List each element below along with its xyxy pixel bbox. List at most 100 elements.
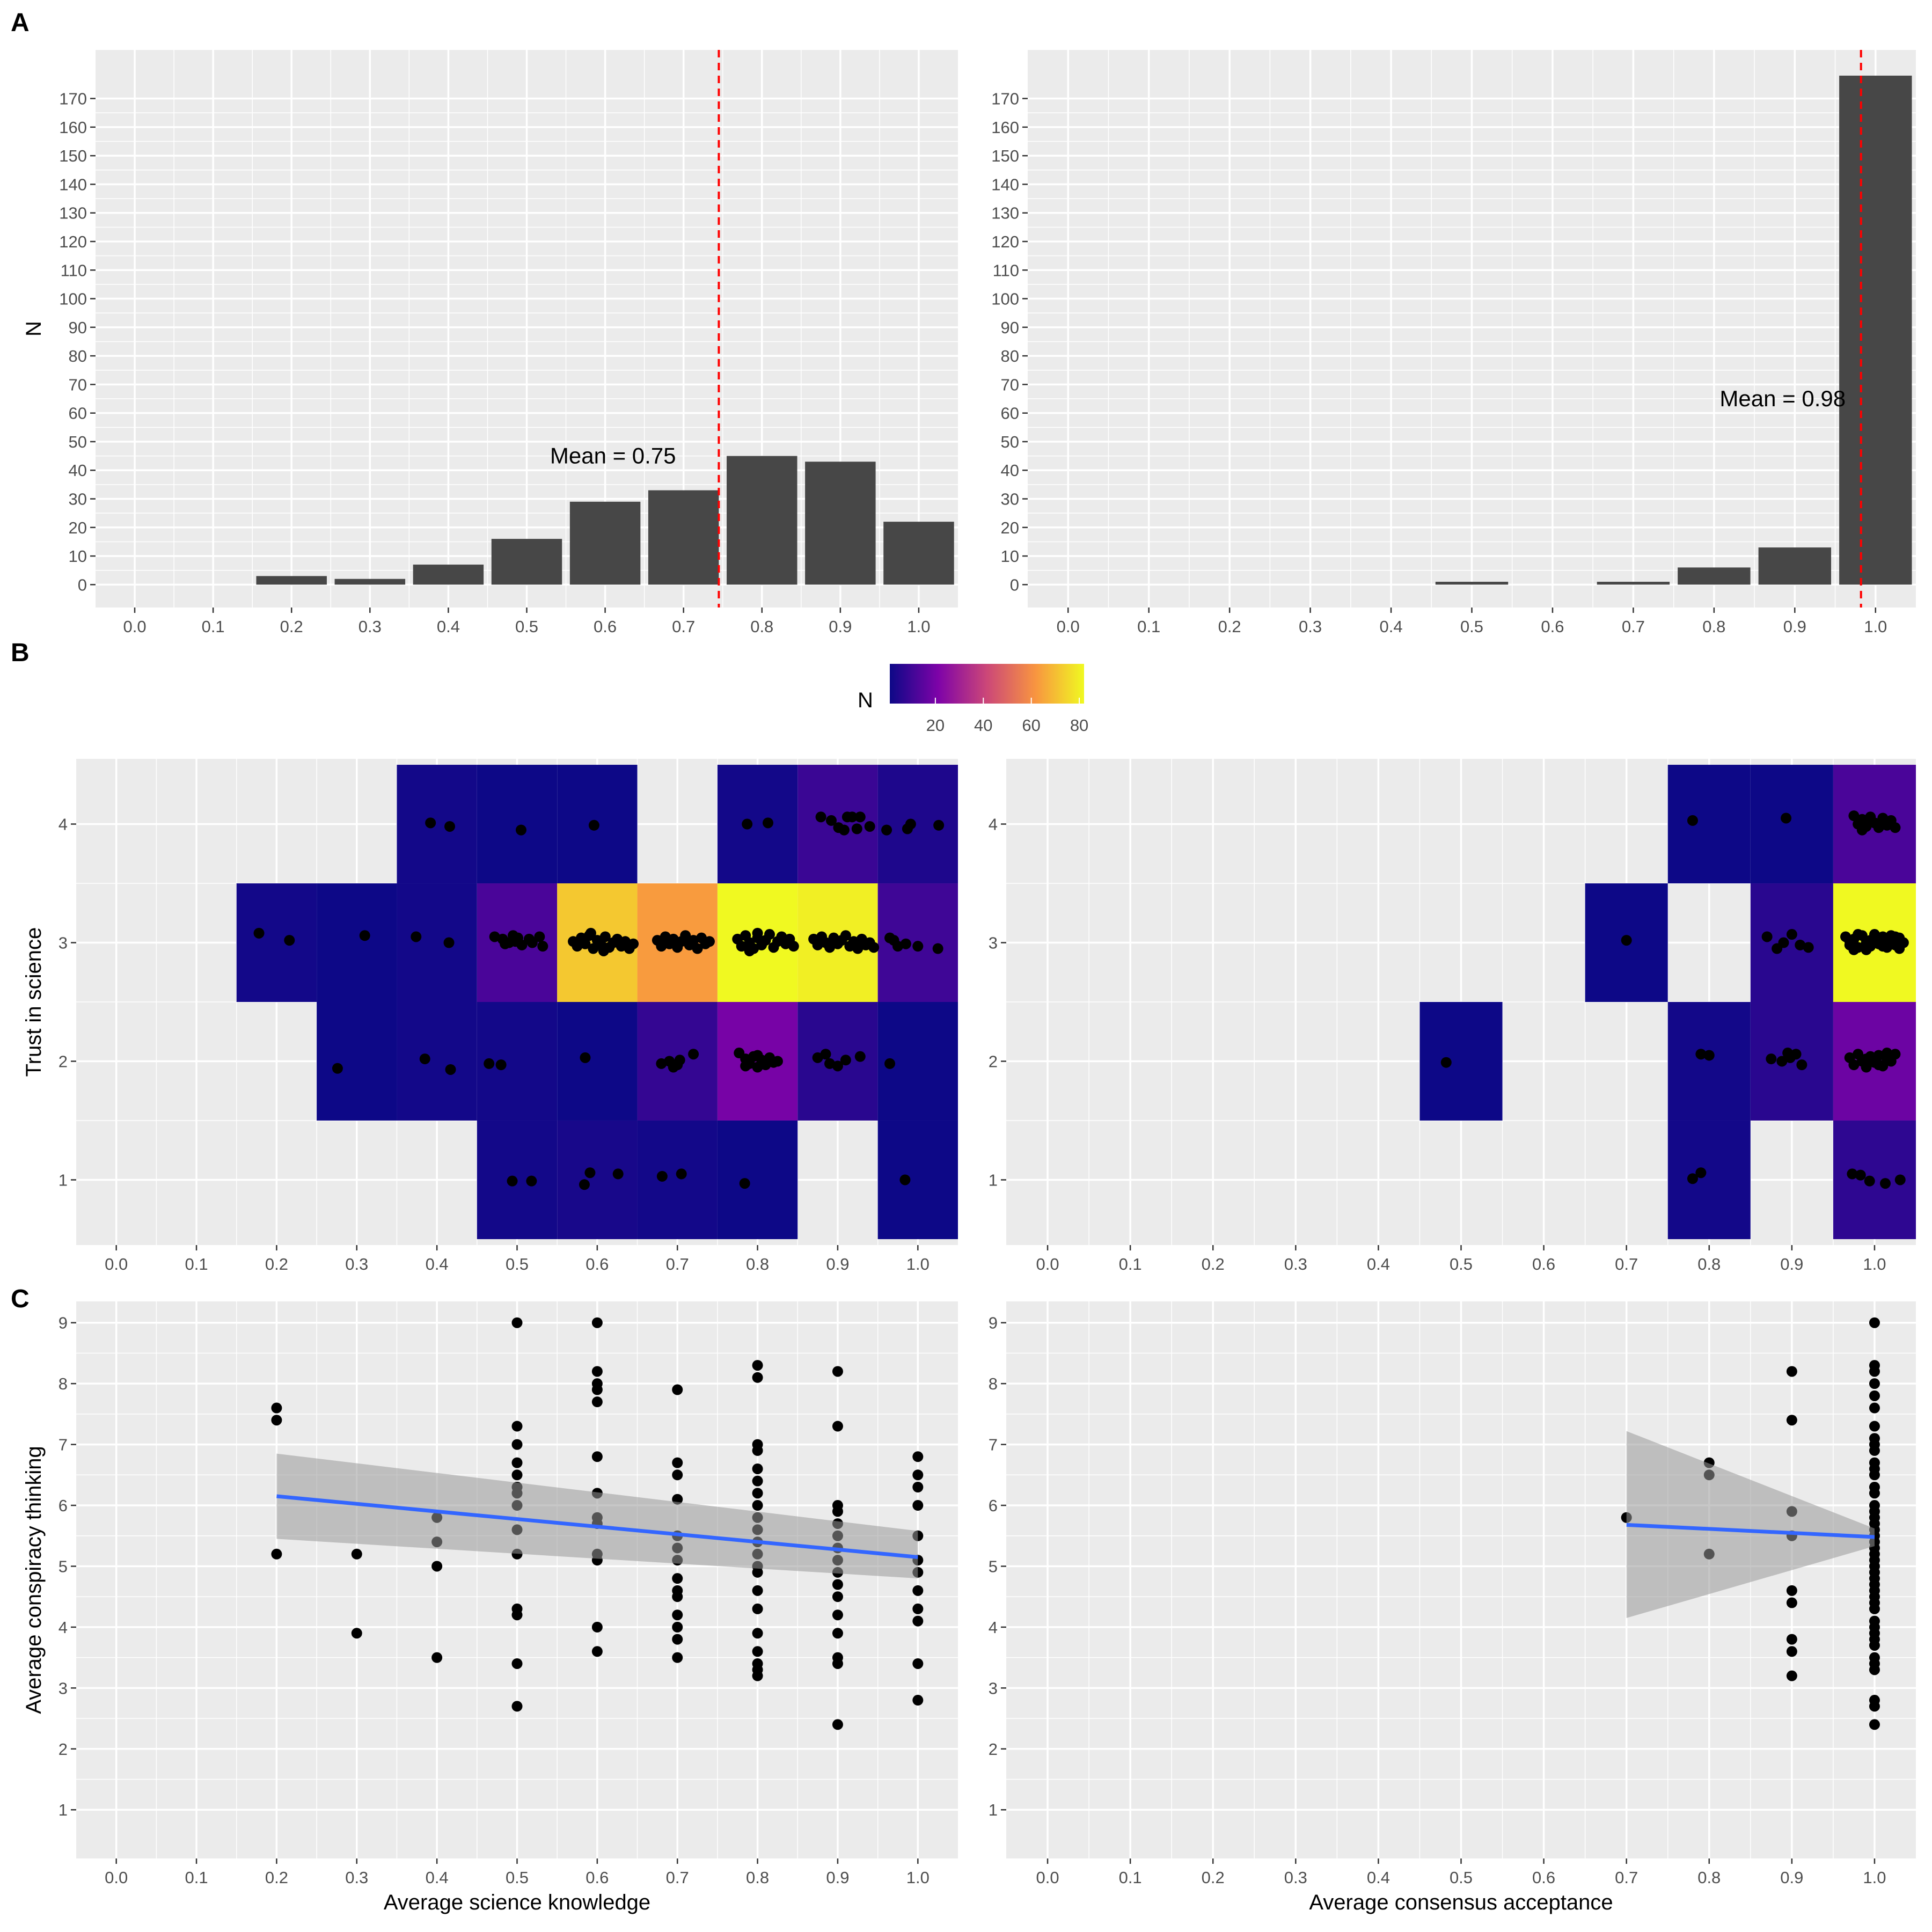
y-tick-label: 4: [989, 815, 998, 834]
y-tick-label: 3: [989, 934, 998, 953]
bar: [256, 576, 327, 585]
jitter-point: [1687, 815, 1698, 826]
jitter-point: [1776, 1056, 1788, 1067]
scatter-point: [1869, 1488, 1880, 1499]
jitter-point: [1856, 824, 1868, 836]
jitter-point: [445, 1064, 456, 1075]
x-tick-label: 0.5: [506, 1868, 529, 1887]
y-tick-label: 20: [1001, 518, 1019, 537]
scatter-point: [912, 1658, 924, 1669]
jitter-point: [744, 945, 755, 956]
y-tick-label: 110: [61, 261, 87, 280]
jitter-point: [507, 1175, 518, 1187]
y-tick-label: 1: [58, 1170, 68, 1189]
jitter-point: [1803, 942, 1814, 953]
confidence-band: [276, 1453, 918, 1579]
jitter-point: [537, 941, 548, 952]
chart-consensus-histogram: 0.0 0.1 0.2 0.3 0.4 0.5 0.6 0.7 0.8 0.9 1.0 0 10 20 30…: [991, 50, 1916, 636]
y-tick-label: 130: [59, 204, 87, 223]
x-tick-label: 0.4: [1367, 1868, 1390, 1887]
jitter-point: [1848, 1059, 1860, 1071]
scatter-point: [912, 1695, 924, 1706]
scatter-point: [591, 1646, 603, 1657]
jitter-point: [1861, 944, 1872, 955]
x-tick-label: 0.8: [746, 1255, 769, 1274]
jitter-point: [419, 1053, 430, 1065]
colorbar-legend: N 20 40 60 80: [858, 664, 1088, 735]
jitter-point: [838, 824, 850, 836]
jitter-point: [1861, 1053, 1872, 1065]
x-tick-label: 0.1: [185, 1255, 208, 1274]
mean-annotation: Mean = 0.98: [1719, 386, 1846, 411]
jitter-point: [668, 1062, 679, 1073]
y-tick-label: 30: [1001, 490, 1019, 509]
bar: [1435, 582, 1509, 585]
regression-line: [276, 1494, 918, 1559]
y-tick-label: 150: [991, 147, 1019, 165]
scatter-point: [832, 1506, 843, 1517]
scatter-point: [591, 1317, 603, 1328]
jitter-point: [752, 927, 763, 939]
bar: [648, 490, 719, 585]
bar: [1839, 75, 1912, 585]
x-tick-label: 0.4: [426, 1868, 449, 1887]
colorbar-tick-label: 60: [1022, 716, 1040, 735]
scatter-point: [832, 1421, 843, 1432]
mean-annotation: Mean = 0.75: [550, 443, 676, 469]
chart-consensus-trust-heatmap: 0.0 0.1 0.2 0.3 0.4 0.5 0.6 0.7 0.8 0.9 1.0 1 2 3 4: [989, 759, 1916, 1274]
x-tick-label: 0.1: [1137, 617, 1160, 636]
heatmap-cell: [236, 883, 317, 1002]
heatmap-cell: [477, 765, 558, 884]
bar: [805, 462, 876, 585]
y-axis-title: Average conspiracy thinking: [22, 1446, 46, 1714]
scatter-point: [1869, 1664, 1880, 1675]
y-tick-label: 40: [1001, 461, 1019, 480]
jitter-point: [1703, 1050, 1715, 1061]
jitter-point: [1894, 943, 1905, 954]
x-tick-label: 1.0: [906, 1255, 930, 1274]
heatmap-cell: [1667, 1002, 1751, 1121]
scatter-point: [511, 1457, 523, 1468]
scatter-point: [511, 1469, 523, 1481]
heatmap-cell: [397, 1002, 477, 1121]
scatter-point: [1869, 1640, 1880, 1651]
y-tick-label: 110: [993, 261, 1019, 280]
jitter-point: [840, 930, 851, 941]
scatter-point: [351, 1548, 362, 1560]
x-tick-label: 0.4: [437, 617, 460, 636]
x-tick-label: 0.2: [1202, 1255, 1225, 1274]
jitter-point: [740, 1060, 751, 1072]
jitter-point: [1766, 1053, 1777, 1065]
jitter-point: [588, 943, 599, 954]
scatter-point: [832, 1366, 843, 1377]
y-tick-label: 30: [69, 490, 87, 509]
scatter-point: [672, 1609, 683, 1621]
x-tick-label: 0.0: [1036, 1868, 1059, 1887]
jitter-point: [495, 1059, 507, 1071]
scatter-point: [832, 1658, 843, 1669]
jitter-point: [1848, 944, 1860, 955]
y-tick-label: 8: [989, 1374, 998, 1393]
x-tick-label: 0.5: [515, 617, 538, 636]
jitter-point: [580, 938, 591, 949]
jitter-point: [1882, 936, 1893, 947]
y-tick-label: 1: [58, 1801, 68, 1819]
x-tick-label: 0.3: [1299, 617, 1322, 636]
jitter-point: [1847, 1168, 1858, 1180]
jitter-point: [612, 1168, 624, 1180]
jitter-point: [580, 1052, 591, 1063]
jitter-point: [444, 821, 456, 832]
scatter-point: [431, 1561, 443, 1572]
scatter-point: [431, 1652, 443, 1663]
jitter-point: [824, 942, 836, 953]
scatter-point: [912, 1615, 924, 1627]
colorbar-title: N: [858, 689, 873, 712]
y-tick-label: 80: [69, 347, 87, 365]
scatter-point: [1869, 1719, 1880, 1730]
jitter-point: [1861, 1062, 1872, 1073]
scatter-point: [752, 1500, 763, 1511]
jitter-point: [1695, 1167, 1707, 1179]
scatter-point: [511, 1658, 523, 1669]
jitter-point: [1865, 935, 1876, 946]
x-tick-label: 0.1: [1119, 1868, 1142, 1887]
